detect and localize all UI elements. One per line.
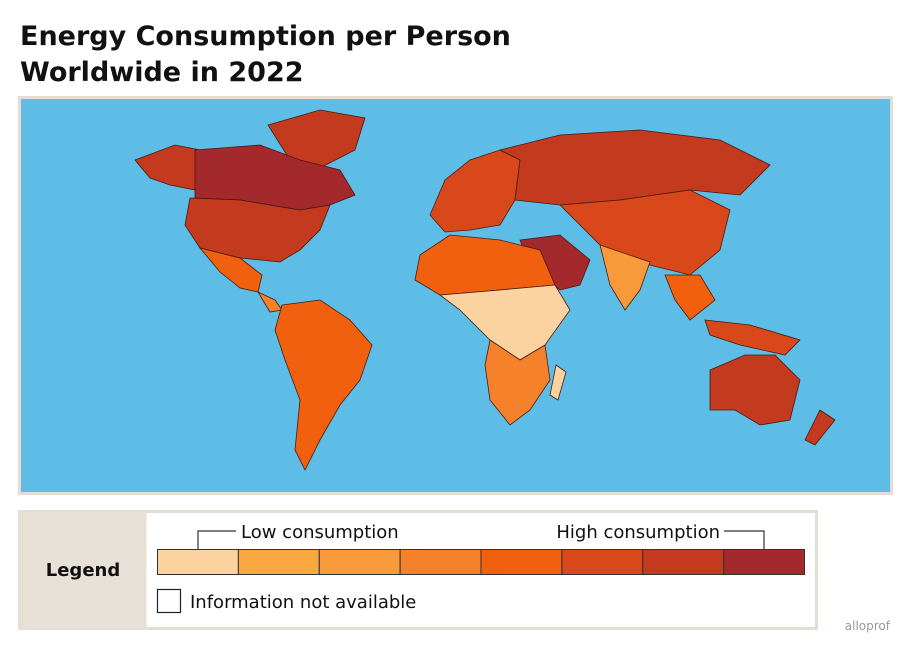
india [599,244,651,311]
legend-swatch [480,549,563,575]
new-zealand [804,409,836,446]
legend: Legend Low consumption High consumption … [18,510,818,630]
bracket [724,530,765,549]
legend-heading-bg [19,511,147,629]
legend-swatch [561,549,644,575]
madagascar [549,364,567,401]
russia [498,129,771,206]
legend-swatch [723,549,805,575]
na-label: Information not available [190,592,416,613]
map [18,96,893,495]
swatches [157,549,805,575]
australia [709,354,801,426]
high-label: High consumption [556,522,720,543]
legend-swatch [399,549,482,575]
indonesia [704,319,801,356]
brand: alloprof [845,619,891,633]
legend-swatch [318,549,401,575]
usa [184,197,331,263]
legend-swatch [157,549,239,575]
low-label: Low consumption [241,522,399,543]
legend-heading: Legend [46,560,120,581]
title-line: Worldwide in 2022 [20,57,304,88]
southern-africa [484,339,551,426]
bracket [197,530,236,549]
title-line: Energy Consumption per Person [20,21,511,52]
south-america [274,299,373,471]
legend-swatch [642,549,725,575]
southeast-asia [664,274,716,321]
legend-swatch [237,549,320,575]
na-swatch [156,588,182,614]
